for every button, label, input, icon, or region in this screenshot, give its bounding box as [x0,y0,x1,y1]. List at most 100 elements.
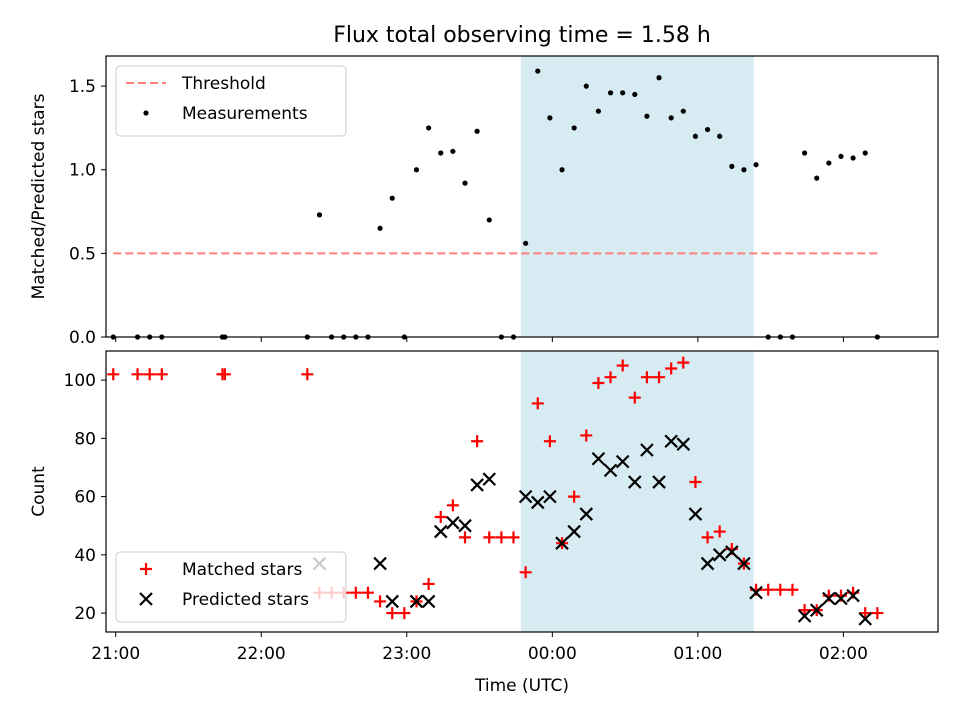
data-point [822,591,836,606]
data-point [385,594,400,609]
data-point [426,125,432,131]
data-point [458,518,472,533]
data-point [143,368,156,381]
chart-title: Flux total observing time = 1.58 h [333,23,711,48]
data-point [692,133,699,139]
data-point [644,113,650,119]
x-tick-label: 02:00 [819,644,868,664]
legend: Threshold Measurements [115,65,347,137]
data-point [446,499,459,512]
data-point [850,155,856,161]
data-point [434,510,447,523]
data-point [604,371,617,384]
data-point [438,150,444,156]
data-point [568,490,581,503]
data-point [653,371,666,384]
top-panel-ratio: 0.0 0.5 1.0 1.5 Matched/Predicted stars Thres… [29,55,939,348]
data-point [389,195,395,201]
x-tick-label: 21:00 [91,644,140,664]
data-point [753,162,759,168]
data-point [523,240,529,246]
data-point [592,377,605,390]
legend-matched-swatch [140,563,152,575]
axes-frame [105,350,939,633]
data-point [373,556,387,571]
data-point [871,607,884,620]
x-tick-label: 23:00 [382,644,431,664]
data-point [677,356,690,369]
data-point [762,583,775,596]
data-point [470,478,484,492]
data-point [591,451,606,466]
y-tick-label: 100 [64,371,96,391]
legend-label: Matched stars [182,560,302,580]
data-point [571,125,577,131]
data-point [559,167,565,173]
data-point [421,594,436,609]
data-point [386,607,399,620]
legend-predicted-swatch [139,592,153,606]
data-point [680,108,686,114]
data-point [422,577,435,590]
observing-window-band [520,56,754,337]
data-point [458,531,471,544]
data-point [656,75,662,81]
data-point [615,454,630,469]
data-point [616,359,629,372]
data-point [450,148,456,154]
data-point [131,368,144,381]
data-point [664,434,678,449]
data-point [858,612,873,626]
data-point [361,586,374,599]
data-point [620,90,626,96]
data-point [846,588,860,603]
data-point [712,548,727,562]
data-point [483,531,496,544]
y-tick-label: 0.5 [69,244,96,264]
data-point [814,175,820,181]
data-point [398,607,411,620]
data-point [518,489,533,504]
x-tick-label: 22:00 [237,644,286,664]
data-point [495,531,508,544]
data-point [862,150,868,156]
data-point [801,150,808,156]
data-point [531,397,544,410]
axes-frame [105,55,939,338]
data-point [717,133,723,139]
x-tick-label: 01:00 [673,644,722,664]
data-point [374,595,387,608]
data-point [725,545,739,559]
data-point [543,489,557,504]
data-point [413,167,420,173]
data-point [535,68,541,74]
bottom-panel-counts: 20 40 60 80 100 21:00 22:00 23:00 00:00 01:00 02:0… [29,350,939,696]
data-point [652,475,666,489]
data-point [301,368,314,381]
data-point [607,90,614,96]
data-point [543,435,556,448]
data-point [482,472,497,486]
data-point [676,437,691,451]
data-point [471,435,484,448]
data-point [155,368,168,381]
legend-label: Predicted stars [182,590,309,610]
data-point [688,507,703,521]
y-tick-label: 40 [74,546,96,566]
data-point [834,591,848,606]
data-point [580,429,593,442]
data-point [377,225,383,231]
data-point [218,368,231,381]
y-axis-label: Matched/Predicted stars [29,93,49,299]
data-point [567,524,581,539]
data-point [579,507,594,521]
data-point [519,566,532,579]
y-tick-label: 60 [74,488,96,508]
data-point [632,91,638,98]
data-point [107,368,120,381]
data-point [507,531,520,544]
data-point [316,212,323,218]
data-point [640,443,654,457]
data-point [786,583,799,596]
